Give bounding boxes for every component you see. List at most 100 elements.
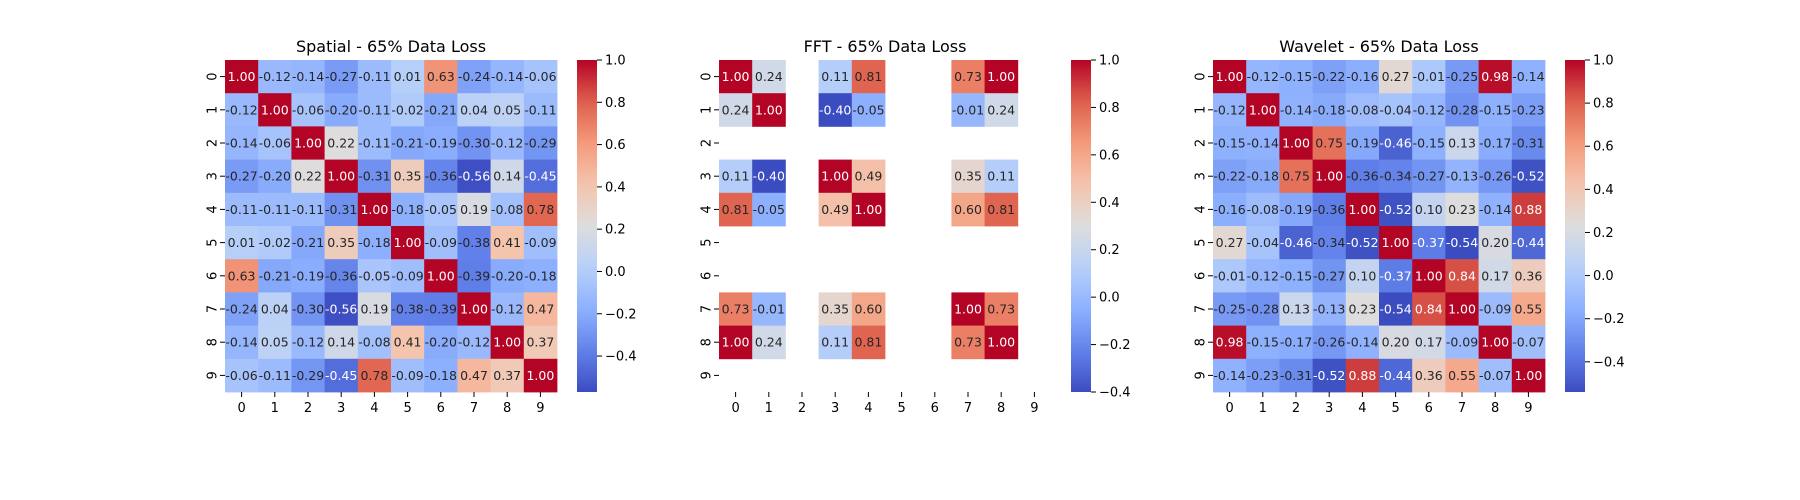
heatmap-cell [225,259,259,293]
cell-value-label: 0.19 [360,302,388,317]
cell-value-label: -0.27 [325,69,357,84]
colorbar-tick-label: −0.2 [1593,312,1625,327]
cell-value-label: -0.12 [458,335,490,350]
heatmap-cell [457,60,491,94]
heatmap-cell [1478,93,1513,127]
cell-value-label: -0.46 [1379,136,1411,151]
cell-value-label: 0.84 [1415,302,1443,317]
heatmap-cell [324,259,359,293]
colorbar-tick-label: −0.2 [605,307,637,322]
heatmap-cell [1345,93,1380,127]
heatmap-cell [719,192,753,227]
cell-value-label: -0.19 [1280,202,1312,217]
heatmap-cell [291,292,325,326]
y-tick-label: 2 [700,139,715,147]
heatmap-cell [490,259,525,293]
cell-value-label: -0.16 [1346,69,1378,84]
cell-value-label: 0.27 [1382,69,1410,84]
heatmap-cell [1279,292,1313,326]
cell-value-label: 0.73 [987,302,1015,317]
heatmap-cell [391,60,425,94]
x-tick-label: 3 [337,401,345,416]
heatmap-cell [391,126,425,160]
cell-value-label: 0.81 [722,202,750,217]
heatmap-cell [1379,192,1413,227]
heatmap-cell [1478,259,1513,293]
heatmap-cell [357,292,392,326]
heatmap-cell [1511,325,1546,360]
colorbar-tick-label: −0.4 [1593,355,1625,370]
heatmap-cell [1445,292,1479,326]
x-tick-label: 4 [864,401,872,416]
x-tick-label: 5 [1391,401,1399,416]
heatmap-cell [1213,126,1247,160]
cell-value-label: 0.98 [1216,335,1244,350]
cell-value-label: 0.98 [1481,69,1509,84]
cell-value-label: -0.39 [458,268,490,283]
cell-value-label: -0.12 [292,335,324,350]
heatmap-cell [1312,259,1347,293]
heatmap-cell [851,159,886,194]
heatmap-cell [357,226,392,260]
heatmap-cell [1246,292,1280,326]
colorbar-tick-label: 1.0 [1099,54,1120,69]
cell-value-label: -0.04 [1247,235,1279,250]
cell-value-label: -0.24 [458,69,490,84]
heatmap-cell [291,358,325,393]
heatmap-cell [225,292,259,326]
heatmap-cell [951,60,985,94]
cell-value-label: -0.15 [1413,136,1445,151]
heatmap-cell [818,60,853,94]
cell-value-label: -0.14 [1479,202,1511,217]
cell-value-label: 0.20 [1481,235,1509,250]
cell-value-label: -0.09 [391,368,423,383]
cell-value-label: 1.00 [327,169,355,184]
cell-value-label: -0.18 [524,268,556,283]
cell-value-label: -0.20 [491,268,523,283]
y-tick-label: 9 [1194,371,1209,379]
cell-value-label: -0.07 [1479,368,1511,383]
heatmap-cell [391,325,425,360]
cell-value-label: -0.27 [1313,268,1345,283]
cell-value-label: 0.63 [228,268,256,283]
heatmap-cell [951,159,985,194]
cell-value-label: -0.20 [425,335,457,350]
heatmap-cell [1445,126,1479,160]
heatmap-cell [1412,159,1446,194]
cell-value-label: -0.34 [1379,169,1411,184]
cell-value-label: 0.73 [722,302,750,317]
y-tick-label: 1 [1194,106,1209,114]
cell-value-label: -0.12 [259,69,291,84]
cell-value-label: -0.14 [292,69,324,84]
cell-value-label: 0.24 [722,102,750,117]
cell-value-label: 1.00 [1382,235,1410,250]
heatmap-cell [1379,60,1413,94]
heatmap-cell [1279,126,1313,160]
x-tick-label: 0 [237,401,245,416]
heatmap-cell [984,60,1019,94]
heatmap-cell [1246,126,1280,160]
x-tick-label: 3 [831,401,839,416]
cell-value-label: 0.17 [1481,268,1509,283]
heatmap-cell [1379,93,1413,127]
cell-value-label: 0.01 [394,69,422,84]
cell-value-label: -0.15 [1280,268,1312,283]
cell-value-label: -0.11 [292,202,324,217]
x-tick-label: 5 [897,401,905,416]
heatmap-cell [424,358,458,393]
heatmap-cell [951,292,985,326]
x-tick-label: 8 [1491,401,1499,416]
heatmap-cell [225,93,259,127]
heatmap-cell [490,60,525,94]
heatmap-cell [324,325,359,360]
heatmap-cell [258,292,292,326]
cell-value-label: -0.01 [952,102,984,117]
cell-value-label: -0.15 [1213,136,1245,151]
cell-value-label: 0.24 [987,102,1015,117]
heatmap-cell [357,192,392,227]
heatmap-cell [258,93,292,127]
heatmap-cell [1412,259,1446,293]
cell-value-label: 0.24 [755,69,783,84]
cell-value-label: 1.00 [1481,335,1509,350]
